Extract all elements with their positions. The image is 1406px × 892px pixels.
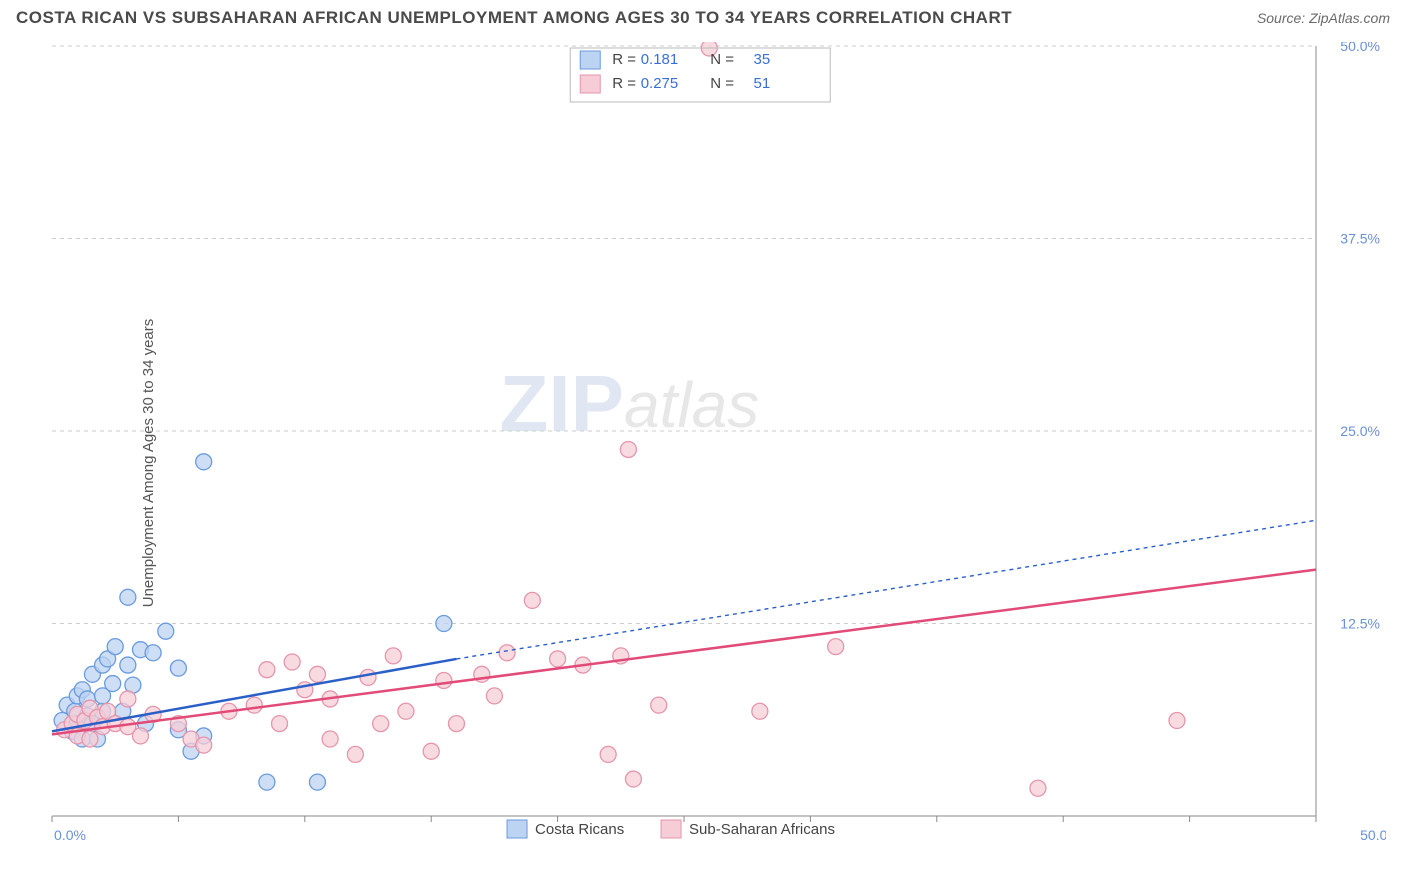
chart-container: Unemployment Among Ages 30 to 34 years 1…	[0, 34, 1406, 892]
source-value: ZipAtlas.com	[1309, 10, 1390, 26]
svg-text:ZIP: ZIP	[500, 359, 624, 448]
svg-text:N =: N =	[710, 51, 734, 68]
svg-text:37.5%: 37.5%	[1340, 231, 1380, 247]
source-label: Source: ZipAtlas.com	[1257, 10, 1390, 26]
svg-text:Costa Ricans: Costa Ricans	[535, 821, 624, 838]
svg-text:50.0%: 50.0%	[1340, 42, 1380, 54]
source-prefix: Source:	[1257, 10, 1309, 26]
svg-text:atlas: atlas	[624, 369, 759, 441]
scatter-chart: 12.5% 25.0% 37.5% 50.0% 0.0% 50.0% ZIPatlas R =…	[50, 42, 1386, 844]
svg-text:35: 35	[754, 51, 771, 68]
svg-text:Sub-Saharan Africans: Sub-Saharan Africans	[689, 821, 835, 838]
plot-area: 12.5% 25.0% 37.5% 50.0% 0.0% 50.0% ZIPatlas R =…	[50, 42, 1386, 844]
svg-text:12.5%: 12.5%	[1340, 616, 1380, 632]
svg-text:51: 51	[754, 75, 771, 92]
svg-text:R =: R =	[612, 51, 636, 68]
svg-text:0.0%: 0.0%	[54, 827, 86, 843]
svg-text:0.181: 0.181	[641, 51, 679, 68]
chart-title: COSTA RICAN VS SUBSAHARAN AFRICAN UNEMPL…	[16, 8, 1012, 28]
svg-text:25.0%: 25.0%	[1340, 423, 1380, 439]
svg-text:0.275: 0.275	[641, 75, 679, 92]
svg-text:N =: N =	[710, 75, 734, 92]
svg-text:50.0%: 50.0%	[1360, 827, 1386, 843]
svg-text:R =: R =	[612, 75, 636, 92]
